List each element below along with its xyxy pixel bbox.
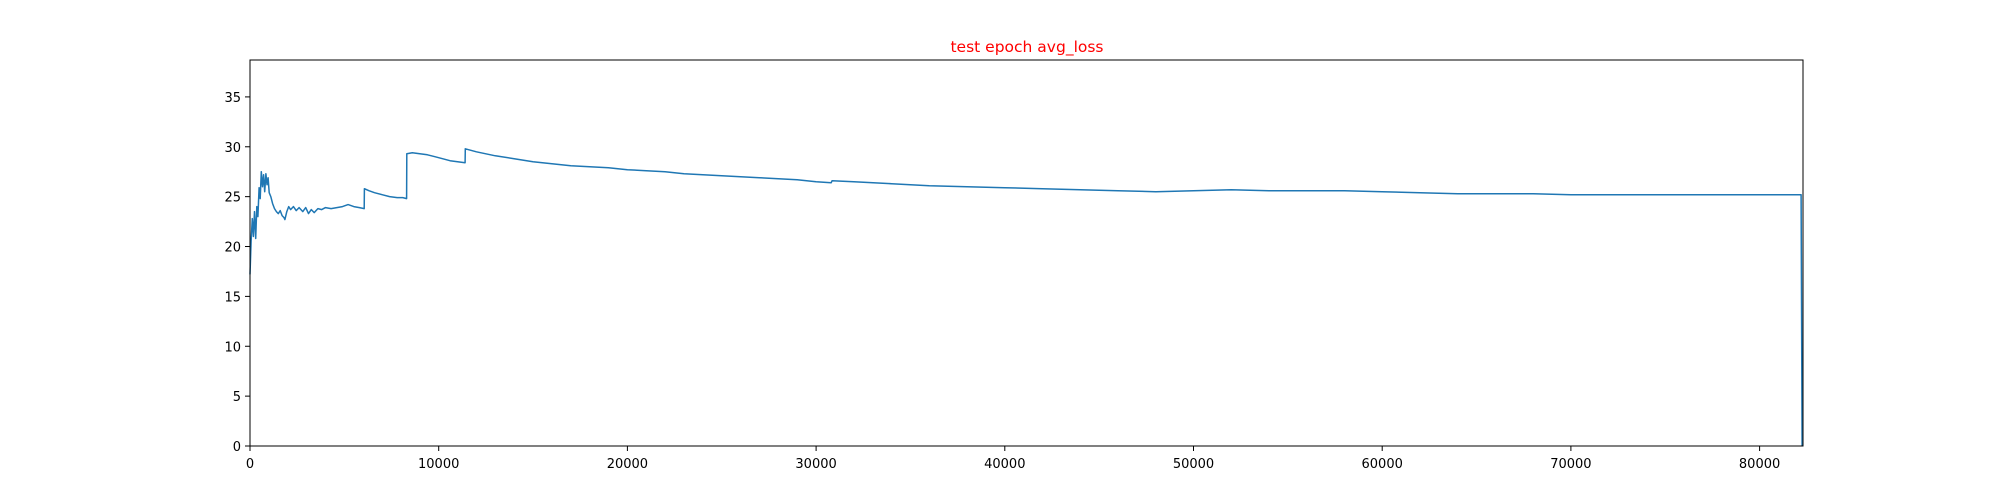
- series-line: [249, 148, 1803, 447]
- x-tick-label: 60000: [1362, 457, 1403, 472]
- y-tick-label: 30: [224, 141, 241, 156]
- y-tick-label: 35: [224, 91, 241, 106]
- x-tick-label: 80000: [1739, 457, 1780, 472]
- y-tick-label: 5: [233, 390, 241, 405]
- y-tick-label: 25: [224, 191, 241, 206]
- x-tick-label: 0: [246, 457, 254, 472]
- chart-title: test epoch avg_loss: [950, 38, 1103, 57]
- x-tick-label: 10000: [418, 457, 459, 472]
- y-tick-label: 20: [224, 241, 241, 256]
- y-axis-ticks: 0 5 10 15 20 25 30 35: [224, 91, 250, 455]
- x-tick-label: 70000: [1550, 457, 1591, 472]
- y-tick-label: 15: [224, 290, 241, 305]
- y-tick-label: 10: [224, 340, 241, 355]
- series-group: [249, 148, 1803, 447]
- x-tick-label: 20000: [607, 457, 648, 472]
- x-axis-ticks: 0 10000 20000 30000 40000 50000 60000 70000 8000…: [246, 446, 1780, 472]
- plot-area-frame: [249, 59, 1804, 447]
- y-tick-label: 0: [233, 440, 241, 455]
- x-tick-label: 30000: [795, 457, 836, 472]
- x-tick-label: 40000: [984, 457, 1025, 472]
- x-tick-label: 50000: [1173, 457, 1214, 472]
